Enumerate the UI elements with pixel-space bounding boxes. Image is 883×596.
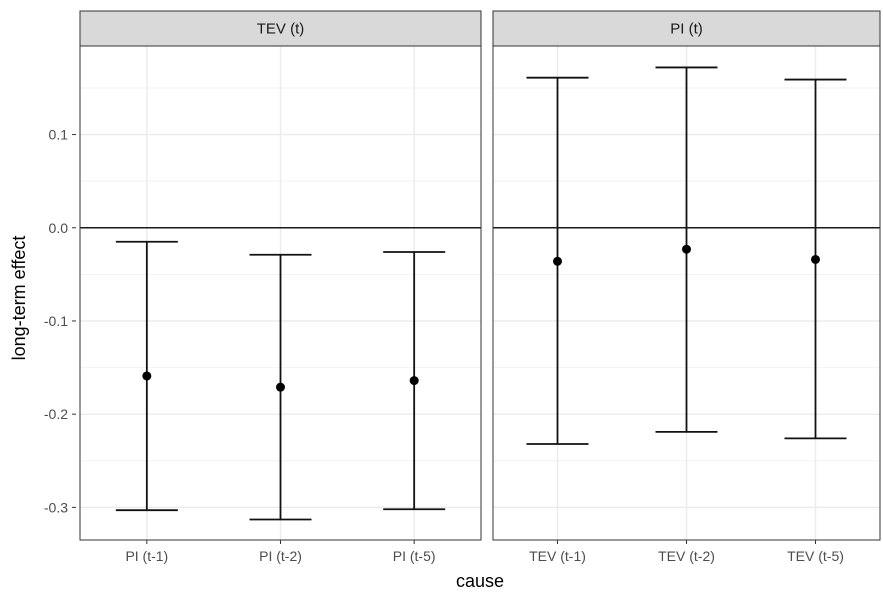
y-tick-label: -0.2 — [44, 406, 68, 422]
x-tick-label: PI (t-1) — [125, 548, 168, 564]
x-tick-label: TEV (t-2) — [658, 548, 715, 564]
point-estimate — [553, 256, 562, 266]
facet-panel: PI (t) TEV (t-1) TEV (t-2) TEV (t-5) — [492, 10, 881, 564]
y-tick-label: 0.1 — [49, 127, 69, 143]
x-tick-label: PI (t-2) — [259, 548, 302, 564]
point-estimate — [811, 254, 820, 264]
x-tick-label: TEV (t-1) — [529, 548, 586, 564]
point-estimate — [142, 371, 152, 381]
panel-border — [492, 45, 881, 541]
y-tick-label: -0.3 — [44, 499, 68, 515]
facet-panel: TEV (t) PI (t-1) PI (t-2) PI (t-5) — [79, 10, 482, 564]
y-tick-label: 0.0 — [49, 220, 69, 236]
y-axis-title: long-term effect — [9, 236, 29, 361]
point-estimate — [276, 382, 285, 392]
panel-border — [79, 45, 482, 541]
facet-strip — [492, 10, 881, 47]
facet-strip — [79, 10, 482, 47]
point-estimate — [409, 376, 419, 386]
x-tick-label: PI (t-5) — [393, 548, 436, 564]
facet-strip-label: TEV (t) — [257, 21, 305, 38]
x-axis-title: cause — [456, 571, 504, 591]
point-estimate — [682, 244, 691, 254]
facet-strip-label: PI (t) — [670, 21, 703, 38]
y-tick-label: -0.1 — [44, 313, 68, 329]
x-tick-label: TEV (t-5) — [787, 548, 844, 564]
